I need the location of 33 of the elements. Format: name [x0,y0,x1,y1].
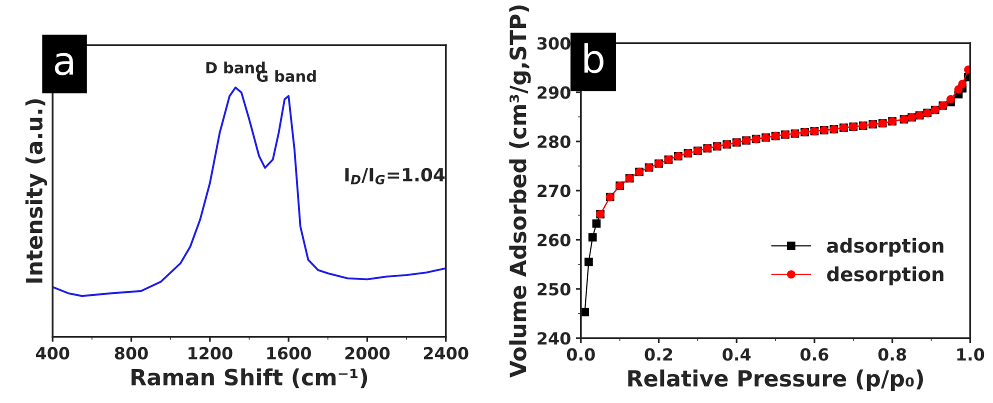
annotation: b [584,43,604,74]
y-tick-label: 260 [538,234,570,246]
x-tick-label: 2400 [424,346,468,360]
x-tick-label: 1600 [267,346,311,360]
x-axis-title: Relative Pressure (p/p₀) [628,370,923,392]
y-tick-label: 300 [538,37,570,50]
point [946,95,955,104]
y-tick-label: 250 [538,282,570,296]
y-axis-title: Volume Adsorbed (cm³/g,STP) [509,5,531,378]
x-tick-label: 400 [36,346,70,360]
y-tick-label: 290 [538,86,570,99]
y-tick-label: 270 [538,184,570,198]
y-tick-label: 280 [538,135,570,148]
annotation: I$_{D}$/I$_{G}$=1.04 [345,168,445,184]
x-tick-label: 0.0 [566,348,595,361]
legend-label: desorption [827,266,944,286]
point [592,219,601,228]
y-tick-label: 240 [538,332,570,345]
point [958,80,967,88]
x-tick-label: 0.6 [800,348,828,361]
x-tick-label: 0.8 [878,348,906,361]
x-tick-label: 2000 [345,346,390,360]
x-tick-label: 0.2 [644,348,672,361]
x-tick-label: 1.0 [957,348,984,361]
text: a [54,52,73,76]
legend-label: adsorption [827,238,944,257]
x-tick-label: 1200 [188,346,232,360]
point [588,233,597,242]
point [584,258,593,266]
x-axis-title: Raman Shift (cm⁻¹) [132,368,368,388]
y-axis-title: Intensity (a.u.) [25,99,48,283]
x-tick-label: 800 [114,346,148,360]
x-tick-label: 0.4 [722,348,751,361]
